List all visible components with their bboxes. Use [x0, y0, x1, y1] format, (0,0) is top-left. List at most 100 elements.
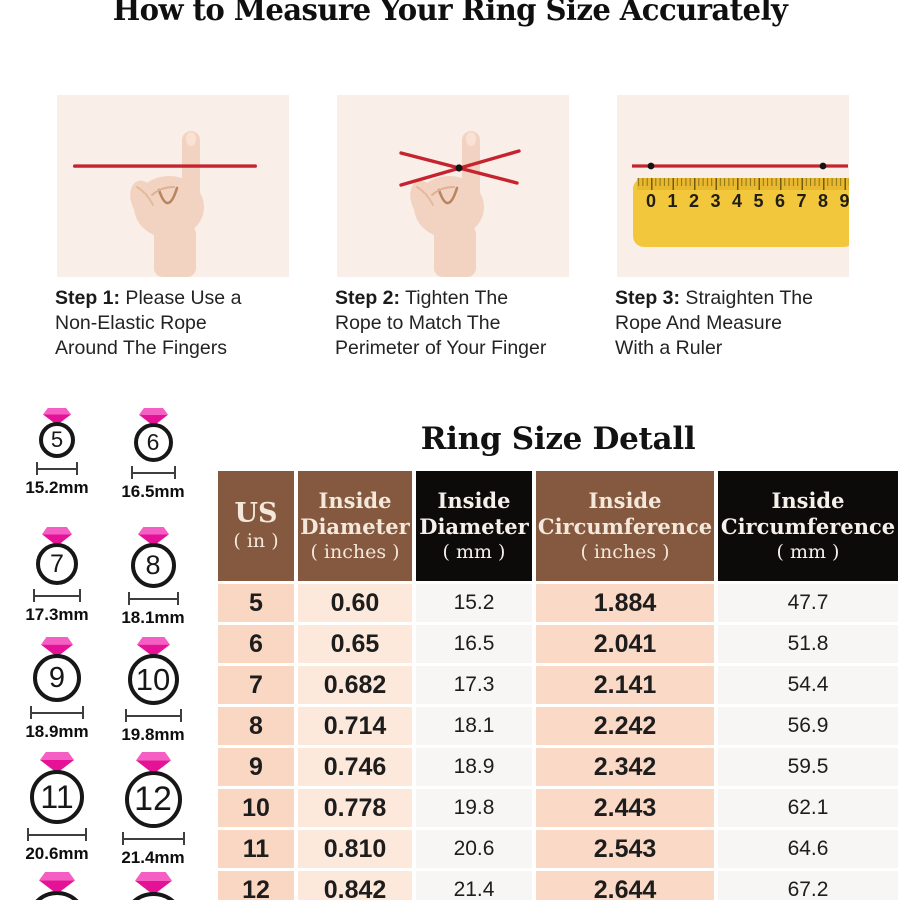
ring-band: 6	[133, 423, 173, 462]
table-cell: 64.6	[718, 830, 898, 868]
size-table-grid: US( in ) Inside Diameter( inches ) Inside …	[218, 471, 898, 900]
table-cell: 8	[218, 707, 294, 745]
ruler-body	[633, 178, 849, 247]
ruler-number: 0	[646, 191, 656, 211]
diameter-bracket	[27, 828, 87, 841]
ring-band: 7	[36, 543, 78, 585]
table-cell: 18.9	[416, 748, 532, 786]
rope-end-dot	[647, 162, 655, 170]
ring-size-10: 10 19.8mm	[108, 637, 198, 745]
table-cell: 10	[218, 789, 294, 827]
ruler-number: 2	[689, 191, 699, 211]
table-cell: 2.342	[536, 748, 714, 786]
rope-line	[73, 164, 257, 168]
table-cell: 0.778	[298, 789, 412, 827]
column-header-label: Inside Diameter	[300, 488, 410, 539]
ruler-number: 9	[839, 191, 849, 211]
table-cell: 2.443	[536, 789, 714, 827]
ring-band	[121, 892, 185, 900]
ring-band	[27, 891, 87, 900]
step-1-image	[57, 95, 289, 277]
column-header-unit: ( in )	[233, 530, 279, 552]
table-cell: 47.7	[718, 584, 898, 622]
ring-partial	[12, 872, 102, 900]
table-cell: 2.242	[536, 707, 714, 745]
step-2-label: Step 2:	[335, 287, 401, 309]
table-cell: 62.1	[718, 789, 898, 827]
column-header-unit: ( inches )	[580, 541, 670, 563]
ring-band: 10	[127, 654, 179, 705]
ring-size-table: Ring Size Detall US( in ) Inside Diameter…	[218, 415, 898, 900]
table-cell: 0.60	[298, 584, 412, 622]
step-3-text: Straighten The Rope And Measure With a R…	[615, 287, 813, 359]
column-header-unit: ( mm )	[776, 541, 840, 563]
diameter-bracket	[124, 709, 182, 722]
ring-band: 8	[130, 543, 176, 588]
table-cell: 56.9	[718, 707, 898, 745]
table-cell: 2.644	[536, 871, 714, 900]
diamond-icon	[41, 637, 73, 657]
step-1-text: Please Use a Non-Elastic Rope Around The…	[55, 287, 242, 359]
column-header: Inside Circumference( mm )	[718, 471, 898, 581]
table-cell: 67.2	[718, 871, 898, 900]
column-header: Inside Diameter( inches )	[298, 471, 412, 581]
diameter-bracket	[121, 832, 185, 845]
hand-with-tightened-rope-illustration	[399, 131, 521, 277]
ring-size-5: 5 15.2mm	[12, 408, 102, 498]
table-cell: 15.2	[416, 584, 532, 622]
hand-illustration	[410, 131, 484, 277]
column-header: Inside Diameter( mm )	[416, 471, 532, 581]
table-cell: 59.5	[718, 748, 898, 786]
column-header-label: Inside Circumference	[537, 488, 713, 539]
table-cell: 11	[218, 830, 294, 868]
column-header: US( in )	[218, 471, 294, 581]
table-cell: 16.5	[416, 625, 532, 663]
table-cell: 0.842	[298, 871, 412, 900]
diameter-label: 21.4mm	[121, 848, 185, 867]
table-title: Ring Size Detall	[420, 421, 696, 457]
step-1-label: Step 1:	[55, 287, 121, 309]
step-3-label: Step 3:	[615, 287, 681, 309]
diameter-label: 17.3mm	[25, 605, 89, 624]
diameter-label: 19.8mm	[121, 725, 185, 744]
crossing-dot	[455, 164, 463, 172]
hand-with-rope-illustration	[73, 131, 257, 277]
table-cell: 9	[218, 748, 294, 786]
table-cell: 19.8	[416, 789, 532, 827]
table-cell: 5	[218, 584, 294, 622]
ruler-number: 5	[753, 191, 763, 211]
crossed-rope-lines	[399, 149, 521, 187]
table-cell: 2.041	[536, 625, 714, 663]
table-cell: 7	[218, 666, 294, 704]
diameter-label: 15.2mm	[25, 478, 89, 497]
diameter-bracket	[36, 462, 78, 475]
ruler-number: 4	[732, 191, 742, 211]
table-cell: 0.746	[298, 748, 412, 786]
table-cell: 0.682	[298, 666, 412, 704]
column-header-label: Inside Circumference	[720, 488, 896, 539]
table-cell: 54.4	[718, 666, 898, 704]
diameter-bracket	[127, 592, 179, 605]
rope-end-dot	[819, 162, 827, 170]
page-title: How to Measure Your Ring Size Accurately	[112, 0, 788, 28]
step-1-caption: Step 1: Please Use a Non-Elastic Rope Ar…	[55, 286, 331, 361]
table-cell: 0.714	[298, 707, 412, 745]
diameter-label: 18.1mm	[121, 608, 185, 627]
column-header-label: Inside Diameter	[419, 488, 529, 539]
ruler-number: 8	[818, 191, 828, 211]
diamond-icon	[138, 408, 168, 426]
ruler-number: 3	[710, 191, 720, 211]
table-cell: 51.8	[718, 625, 898, 663]
ring-size-8: 8 18.1mm	[108, 527, 198, 628]
table-cell: 2.141	[536, 666, 714, 704]
ring-band: 11	[30, 770, 84, 824]
diamond-icon	[40, 752, 74, 773]
table-cell: 12	[218, 871, 294, 900]
ring-size-7: 7 17.3mm	[12, 527, 102, 625]
table-cell: 0.65	[298, 625, 412, 663]
diameter-label: 20.6mm	[25, 844, 89, 863]
ring-size-6: 6 16.5mm	[108, 408, 198, 502]
